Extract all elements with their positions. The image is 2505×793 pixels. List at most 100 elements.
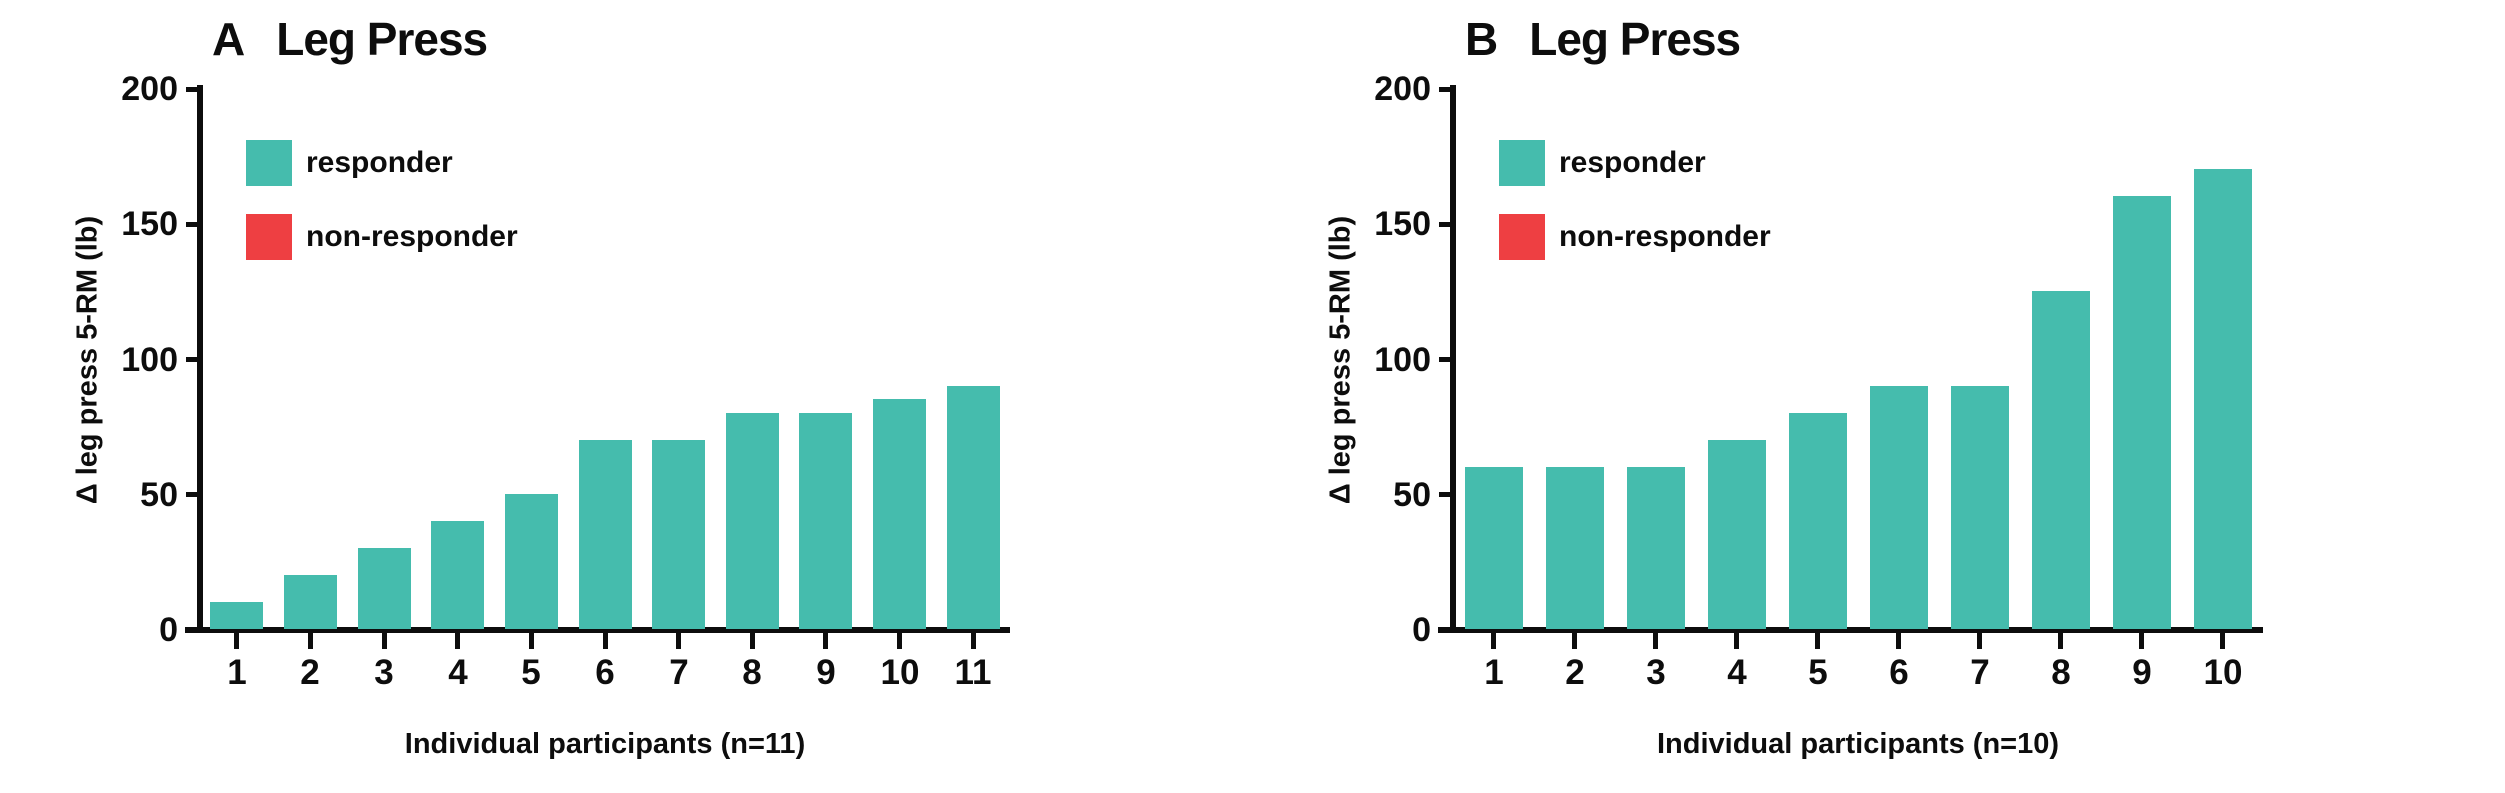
- bar-participant-10: [2194, 169, 2252, 629]
- bar-participant-9: [799, 413, 852, 629]
- legend-item-responder: responder: [1499, 140, 1771, 186]
- x-tick-label: 2: [1565, 653, 1585, 692]
- bar-participant-7: [1951, 386, 2009, 629]
- chart-title-text: Leg Press: [1529, 13, 1741, 65]
- y-tick: [186, 221, 200, 227]
- legend-label-non-responder: non-responder: [1559, 220, 1771, 253]
- y-tick-label: 200: [121, 70, 178, 108]
- panel-a: A Leg Press Δ leg press 5-RM (lb) respon…: [0, 0, 1252, 793]
- x-tick-label: 1: [227, 653, 247, 692]
- x-tick-label: 1: [1484, 653, 1504, 692]
- panel-letter: B: [1465, 13, 1498, 65]
- y-tick-label: 150: [121, 205, 178, 244]
- x-tick: [455, 633, 460, 649]
- x-tick-label: 7: [1970, 653, 1990, 692]
- bar-participant-8: [726, 413, 779, 629]
- x-tick: [1653, 633, 1658, 649]
- y-tick: [1439, 627, 1453, 633]
- x-tick: [1734, 633, 1739, 649]
- bar-participant-4: [1708, 440, 1766, 629]
- legend: responder non-responder: [1499, 140, 1771, 260]
- y-tick-label: 100: [121, 340, 178, 379]
- y-tick-label: 0: [159, 611, 178, 649]
- bar-participant-6: [579, 440, 632, 629]
- legend-swatch-responder: [246, 140, 292, 186]
- panel-b: B Leg Press Δ leg press 5-RM (lb) respon…: [1253, 0, 2505, 793]
- y-tick: [1439, 86, 1453, 92]
- x-tick: [234, 633, 239, 649]
- x-tick-label: 3: [374, 653, 394, 692]
- x-tick-label: 9: [2132, 653, 2152, 692]
- bar-participant-3: [1627, 467, 1685, 629]
- panel-letter: A: [212, 13, 245, 65]
- x-tick: [676, 633, 681, 649]
- x-tick-label: 8: [742, 653, 762, 692]
- x-tick-label: 10: [2203, 653, 2243, 692]
- legend-label-responder: responder: [306, 146, 453, 179]
- x-tick: [1491, 633, 1496, 649]
- legend-label-non-responder: non-responder: [306, 220, 518, 253]
- x-tick: [2220, 633, 2225, 649]
- x-tick: [382, 633, 387, 649]
- y-axis-line: [1450, 85, 1456, 633]
- legend-swatch-non-responder: [1499, 214, 1545, 260]
- x-axis-title: Individual participants (n=10): [1656, 728, 2060, 760]
- bar-participant-7: [652, 440, 705, 629]
- x-tick: [1896, 633, 1901, 649]
- x-tick-label: 6: [1889, 653, 1909, 692]
- x-tick: [308, 633, 313, 649]
- legend-item-non-responder: non-responder: [246, 214, 518, 260]
- bar-participant-6: [1870, 386, 1928, 629]
- x-tick-label: 4: [1727, 653, 1747, 692]
- bar-participant-1: [210, 602, 263, 629]
- legend-swatch-responder: [1499, 140, 1545, 186]
- y-tick: [186, 492, 200, 498]
- y-tick: [1439, 221, 1453, 227]
- x-tick: [2058, 633, 2063, 649]
- x-tick: [750, 633, 755, 649]
- y-tick-label: 50: [1393, 475, 1431, 514]
- bar-participant-8: [2032, 291, 2090, 629]
- y-tick-label: 150: [1374, 205, 1431, 244]
- x-tick: [823, 633, 828, 649]
- x-tick-label: 3: [1646, 653, 1666, 692]
- bar-participant-5: [1789, 413, 1847, 629]
- x-tick-label: 2: [300, 653, 320, 692]
- x-tick-label: 10: [880, 653, 920, 692]
- bar-participant-4: [431, 521, 484, 629]
- x-tick: [603, 633, 608, 649]
- chart-title: B Leg Press: [1465, 12, 1741, 66]
- legend-item-responder: responder: [246, 140, 518, 186]
- y-tick: [186, 86, 200, 92]
- x-tick-label: 11: [954, 653, 992, 692]
- legend: responder non-responder: [246, 140, 518, 260]
- y-tick: [186, 357, 200, 362]
- y-tick-label: 200: [1374, 70, 1431, 108]
- x-tick: [1572, 633, 1577, 649]
- y-tick-label: 0: [1412, 611, 1431, 649]
- chart-title: A Leg Press: [212, 12, 488, 66]
- bar-participant-2: [1546, 467, 1604, 629]
- bar-participant-1: [1465, 467, 1523, 629]
- x-tick-label: 8: [2051, 653, 2071, 692]
- bar-participant-9: [2113, 196, 2171, 629]
- x-tick: [971, 633, 976, 649]
- y-tick-label: 100: [1374, 340, 1431, 379]
- x-tick: [1977, 633, 1982, 649]
- legend-item-non-responder: non-responder: [1499, 214, 1771, 260]
- chart-title-text: Leg Press: [276, 13, 488, 65]
- y-axis-line: [197, 85, 203, 633]
- bar-participant-11: [947, 386, 1000, 629]
- bar-participant-5: [505, 494, 558, 629]
- x-tick-label: 7: [669, 653, 689, 692]
- x-tick-label: 5: [521, 653, 541, 692]
- x-tick: [529, 633, 534, 649]
- x-tick: [2139, 633, 2144, 649]
- bar-participant-2: [284, 575, 337, 629]
- legend-label-responder: responder: [1559, 146, 1706, 179]
- y-tick: [1439, 357, 1453, 362]
- bar-participant-3: [358, 548, 411, 629]
- x-tick-label: 4: [448, 653, 468, 692]
- x-tick: [1815, 633, 1820, 649]
